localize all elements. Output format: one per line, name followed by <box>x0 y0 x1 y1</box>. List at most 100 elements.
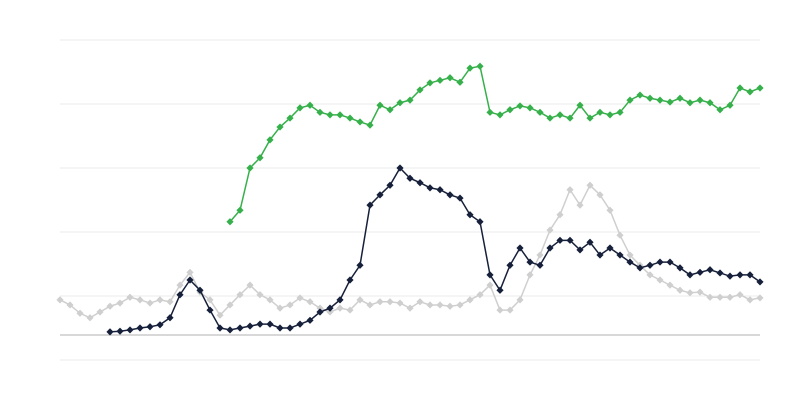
data-point-marker <box>76 309 84 317</box>
data-point-marker <box>126 293 134 301</box>
data-point-marker <box>236 291 244 299</box>
data-point-marker <box>556 236 564 244</box>
data-point-marker <box>446 302 454 310</box>
data-point-marker <box>476 291 484 299</box>
data-point-marker <box>396 164 404 172</box>
data-point-marker <box>706 266 714 274</box>
data-point-marker <box>546 244 554 252</box>
series-2 <box>226 62 764 226</box>
data-point-marker <box>196 286 204 294</box>
data-point-marker <box>406 96 414 104</box>
data-point-marker <box>416 179 424 187</box>
data-point-marker <box>746 88 754 96</box>
data-point-marker <box>626 96 634 104</box>
data-point-marker <box>486 281 494 289</box>
data-point-marker <box>646 261 654 269</box>
data-point-marker <box>386 181 394 189</box>
data-point-marker <box>426 184 434 192</box>
data-point-marker <box>516 296 524 304</box>
data-point-marker <box>276 304 284 312</box>
data-point-marker <box>276 324 284 332</box>
data-point-marker <box>746 296 754 304</box>
data-point-marker <box>216 311 224 319</box>
data-point-marker <box>686 271 694 279</box>
data-point-marker <box>266 136 274 144</box>
data-point-marker <box>536 108 544 116</box>
data-point-marker <box>386 106 394 114</box>
data-point-marker <box>726 293 734 301</box>
data-point-marker <box>506 261 514 269</box>
data-point-marker <box>566 236 574 244</box>
data-point-marker <box>456 194 464 202</box>
data-point-marker <box>516 244 524 252</box>
data-point-marker <box>656 258 664 266</box>
data-point-marker <box>366 201 374 209</box>
data-point-marker <box>96 308 104 316</box>
data-point-marker <box>336 296 344 304</box>
data-point-marker <box>176 281 184 289</box>
data-point-marker <box>256 320 264 328</box>
data-point-marker <box>376 298 384 306</box>
data-point-marker <box>656 96 664 104</box>
data-point-marker <box>286 114 294 122</box>
data-point-marker <box>286 324 294 332</box>
data-point-marker <box>716 106 724 114</box>
data-point-marker <box>396 299 404 307</box>
data-point-marker <box>266 320 274 328</box>
data-point-marker <box>526 104 534 112</box>
data-point-marker <box>726 272 734 280</box>
data-point-marker <box>656 276 664 284</box>
data-point-marker <box>696 288 704 296</box>
data-point-marker <box>256 291 264 299</box>
data-point-marker <box>556 211 564 219</box>
data-point-marker <box>226 218 234 226</box>
data-point-marker <box>496 286 504 294</box>
data-point-marker <box>126 326 134 334</box>
data-point-marker <box>586 238 594 246</box>
data-point-marker <box>586 181 594 189</box>
data-point-marker <box>586 114 594 122</box>
data-point-marker <box>226 326 234 334</box>
data-point-marker <box>246 164 254 172</box>
data-point-marker <box>376 191 384 199</box>
data-point-marker <box>296 294 304 302</box>
data-point-marker <box>626 258 634 266</box>
data-point-marker <box>346 306 354 314</box>
data-point-marker <box>236 206 244 214</box>
data-point-marker <box>306 316 314 324</box>
data-point-marker <box>246 281 254 289</box>
data-point-marker <box>706 293 714 301</box>
data-point-marker <box>376 101 384 109</box>
data-point-marker <box>336 111 344 119</box>
data-point-marker <box>606 111 614 119</box>
data-point-marker <box>756 294 764 302</box>
data-point-marker <box>406 174 414 182</box>
gridlines <box>60 39 760 361</box>
data-point-marker <box>566 114 574 122</box>
data-point-marker <box>716 293 724 301</box>
data-point-marker <box>366 121 374 129</box>
data-point-marker <box>696 96 704 104</box>
data-point-marker <box>346 276 354 284</box>
data-point-marker <box>316 308 324 316</box>
data-point-marker <box>466 296 474 304</box>
series-line <box>109 166 761 333</box>
data-point-marker <box>466 64 474 72</box>
data-point-marker <box>106 302 114 310</box>
data-point-marker <box>716 269 724 277</box>
data-point-marker <box>436 301 444 309</box>
data-point-marker <box>476 218 484 226</box>
data-point-marker <box>246 322 254 330</box>
data-point-marker <box>326 304 334 312</box>
data-point-marker <box>116 299 124 307</box>
data-point-marker <box>436 76 444 84</box>
data-point-marker <box>636 91 644 99</box>
data-point-marker <box>646 94 654 102</box>
data-point-marker <box>546 226 554 234</box>
data-point-marker <box>336 304 344 312</box>
data-point-marker <box>266 296 274 304</box>
data-point-marker <box>666 258 674 266</box>
data-point-marker <box>156 321 164 329</box>
data-point-marker <box>596 191 604 199</box>
data-point-marker <box>756 84 764 92</box>
